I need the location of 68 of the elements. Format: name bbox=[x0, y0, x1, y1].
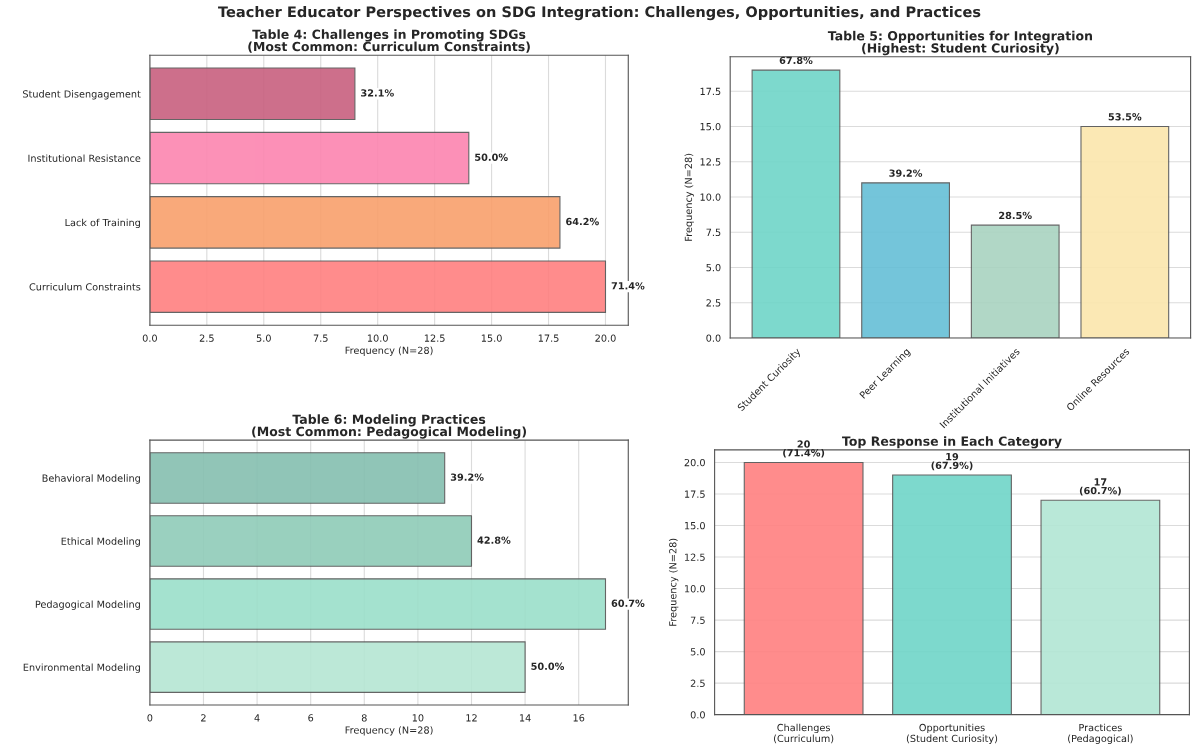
y-tick-label: 20.0 bbox=[684, 458, 705, 467]
y-tick-label: 12.5 bbox=[700, 158, 721, 166]
y-tick-label: 15.0 bbox=[700, 122, 721, 131]
y-tick-label: 15.0 bbox=[685, 521, 705, 530]
x-tick-label: 4 bbox=[254, 714, 260, 722]
annotation: 60.7% bbox=[611, 599, 645, 607]
y-tick-label: 7.5 bbox=[690, 616, 705, 624]
annotation: 42.8% bbox=[477, 536, 511, 544]
x-tick-label: 12 bbox=[466, 714, 477, 722]
annotation: 64.2% bbox=[566, 217, 599, 226]
annotation: 53.5% bbox=[1108, 113, 1142, 121]
x-tick-label: Opportunities (Student Curiosity) bbox=[906, 723, 998, 744]
x-tick-label: 15.0 bbox=[481, 334, 502, 342]
y-tick-label: Curriculum Constraints bbox=[29, 282, 141, 291]
annotation: 17 (60.7%) bbox=[1079, 478, 1121, 496]
y-tick-label: Behavioral Modeling bbox=[42, 474, 140, 484]
x-tick-label: 20.0 bbox=[595, 334, 616, 342]
y-tick-label: Lack of Training bbox=[65, 218, 140, 229]
annotation: 50.0% bbox=[531, 662, 565, 670]
x-tick-label: 0.0 bbox=[142, 334, 157, 342]
y-tick-label: Environmental Modeling bbox=[23, 663, 140, 673]
annotation: 71.4% bbox=[611, 282, 645, 290]
x-tick-label: 2 bbox=[201, 714, 206, 722]
x-tick-label: Challenges (Curriculum) bbox=[774, 723, 834, 744]
annotation: 32.1% bbox=[361, 89, 394, 97]
y-tick-label: 17.5 bbox=[685, 490, 705, 498]
chart-title: Table 6: Modeling Practices (Most Common: Pedagogical Modeling) bbox=[252, 414, 526, 439]
y-tick-label: Pedagogical Modeling bbox=[35, 600, 140, 610]
annotation: 50.0% bbox=[475, 153, 508, 161]
y-tick-label: 2.5 bbox=[706, 299, 721, 307]
y-tick-label: 2.5 bbox=[690, 679, 705, 687]
x-tick-label: 10.0 bbox=[367, 334, 388, 342]
y-tick-label: 17.5 bbox=[700, 87, 721, 96]
annotation: 19 (67.9%) bbox=[931, 452, 973, 471]
x-tick-label: 0 bbox=[147, 714, 153, 722]
y-axis-title: Frequency (N=28) bbox=[684, 153, 694, 241]
x-tick-label: Practices (Pedagogical) bbox=[1068, 723, 1133, 744]
x-tick-label: 10 bbox=[412, 714, 424, 722]
text: Teacher Educator Perspectives on SDG Integration: Challenges, Opportunities, and Practices bbox=[218, 5, 981, 21]
chart-title: Table 4: Challenges in Promoting SDGs (Most Common: Curriculum Constraints) bbox=[248, 29, 530, 53]
x-tick-label: 6 bbox=[308, 714, 314, 722]
y-tick-label: 10.0 bbox=[685, 585, 705, 593]
y-tick-label: 10.0 bbox=[700, 193, 721, 201]
x-axis-title: Frequency (N=28) bbox=[345, 726, 433, 736]
annotation: 67.8% bbox=[779, 56, 813, 65]
y-tick-label: 12.5 bbox=[685, 553, 705, 561]
x-tick-label: 12.5 bbox=[424, 334, 445, 342]
annotation: 39.2% bbox=[450, 473, 484, 481]
chart-title: Top Response in Each Category bbox=[842, 436, 1062, 449]
annotation: 39.2% bbox=[889, 169, 923, 177]
x-tick-label: 17.5 bbox=[538, 334, 559, 342]
x-axis-title: Frequency (N=28) bbox=[345, 346, 433, 356]
y-tick-label: 7.5 bbox=[706, 228, 721, 237]
annotation: 20 (71.4%) bbox=[783, 440, 825, 458]
y-tick-label: 5.0 bbox=[690, 648, 705, 656]
y-tick-label: Institutional Resistance bbox=[28, 154, 141, 162]
y-tick-label: Ethical Modeling bbox=[61, 537, 140, 547]
annotation: 28.5% bbox=[999, 211, 1032, 220]
x-tick-label: 7.5 bbox=[313, 334, 328, 342]
x-tick-label: 14 bbox=[519, 714, 531, 722]
x-tick-label: 8 bbox=[361, 714, 367, 722]
y-tick-label: 5.0 bbox=[706, 263, 721, 272]
chart-title: Table 5: Opportunities for Integration (Highest: Student Curiosity) bbox=[827, 30, 1093, 56]
x-tick-label: 5.0 bbox=[256, 334, 271, 342]
x-tick-label: 2.5 bbox=[199, 334, 214, 342]
y-axis-title: Frequency (N=28) bbox=[668, 538, 679, 626]
x-tick-label: 16 bbox=[573, 714, 585, 722]
y-tick-label: Student Disengagement bbox=[23, 90, 141, 100]
